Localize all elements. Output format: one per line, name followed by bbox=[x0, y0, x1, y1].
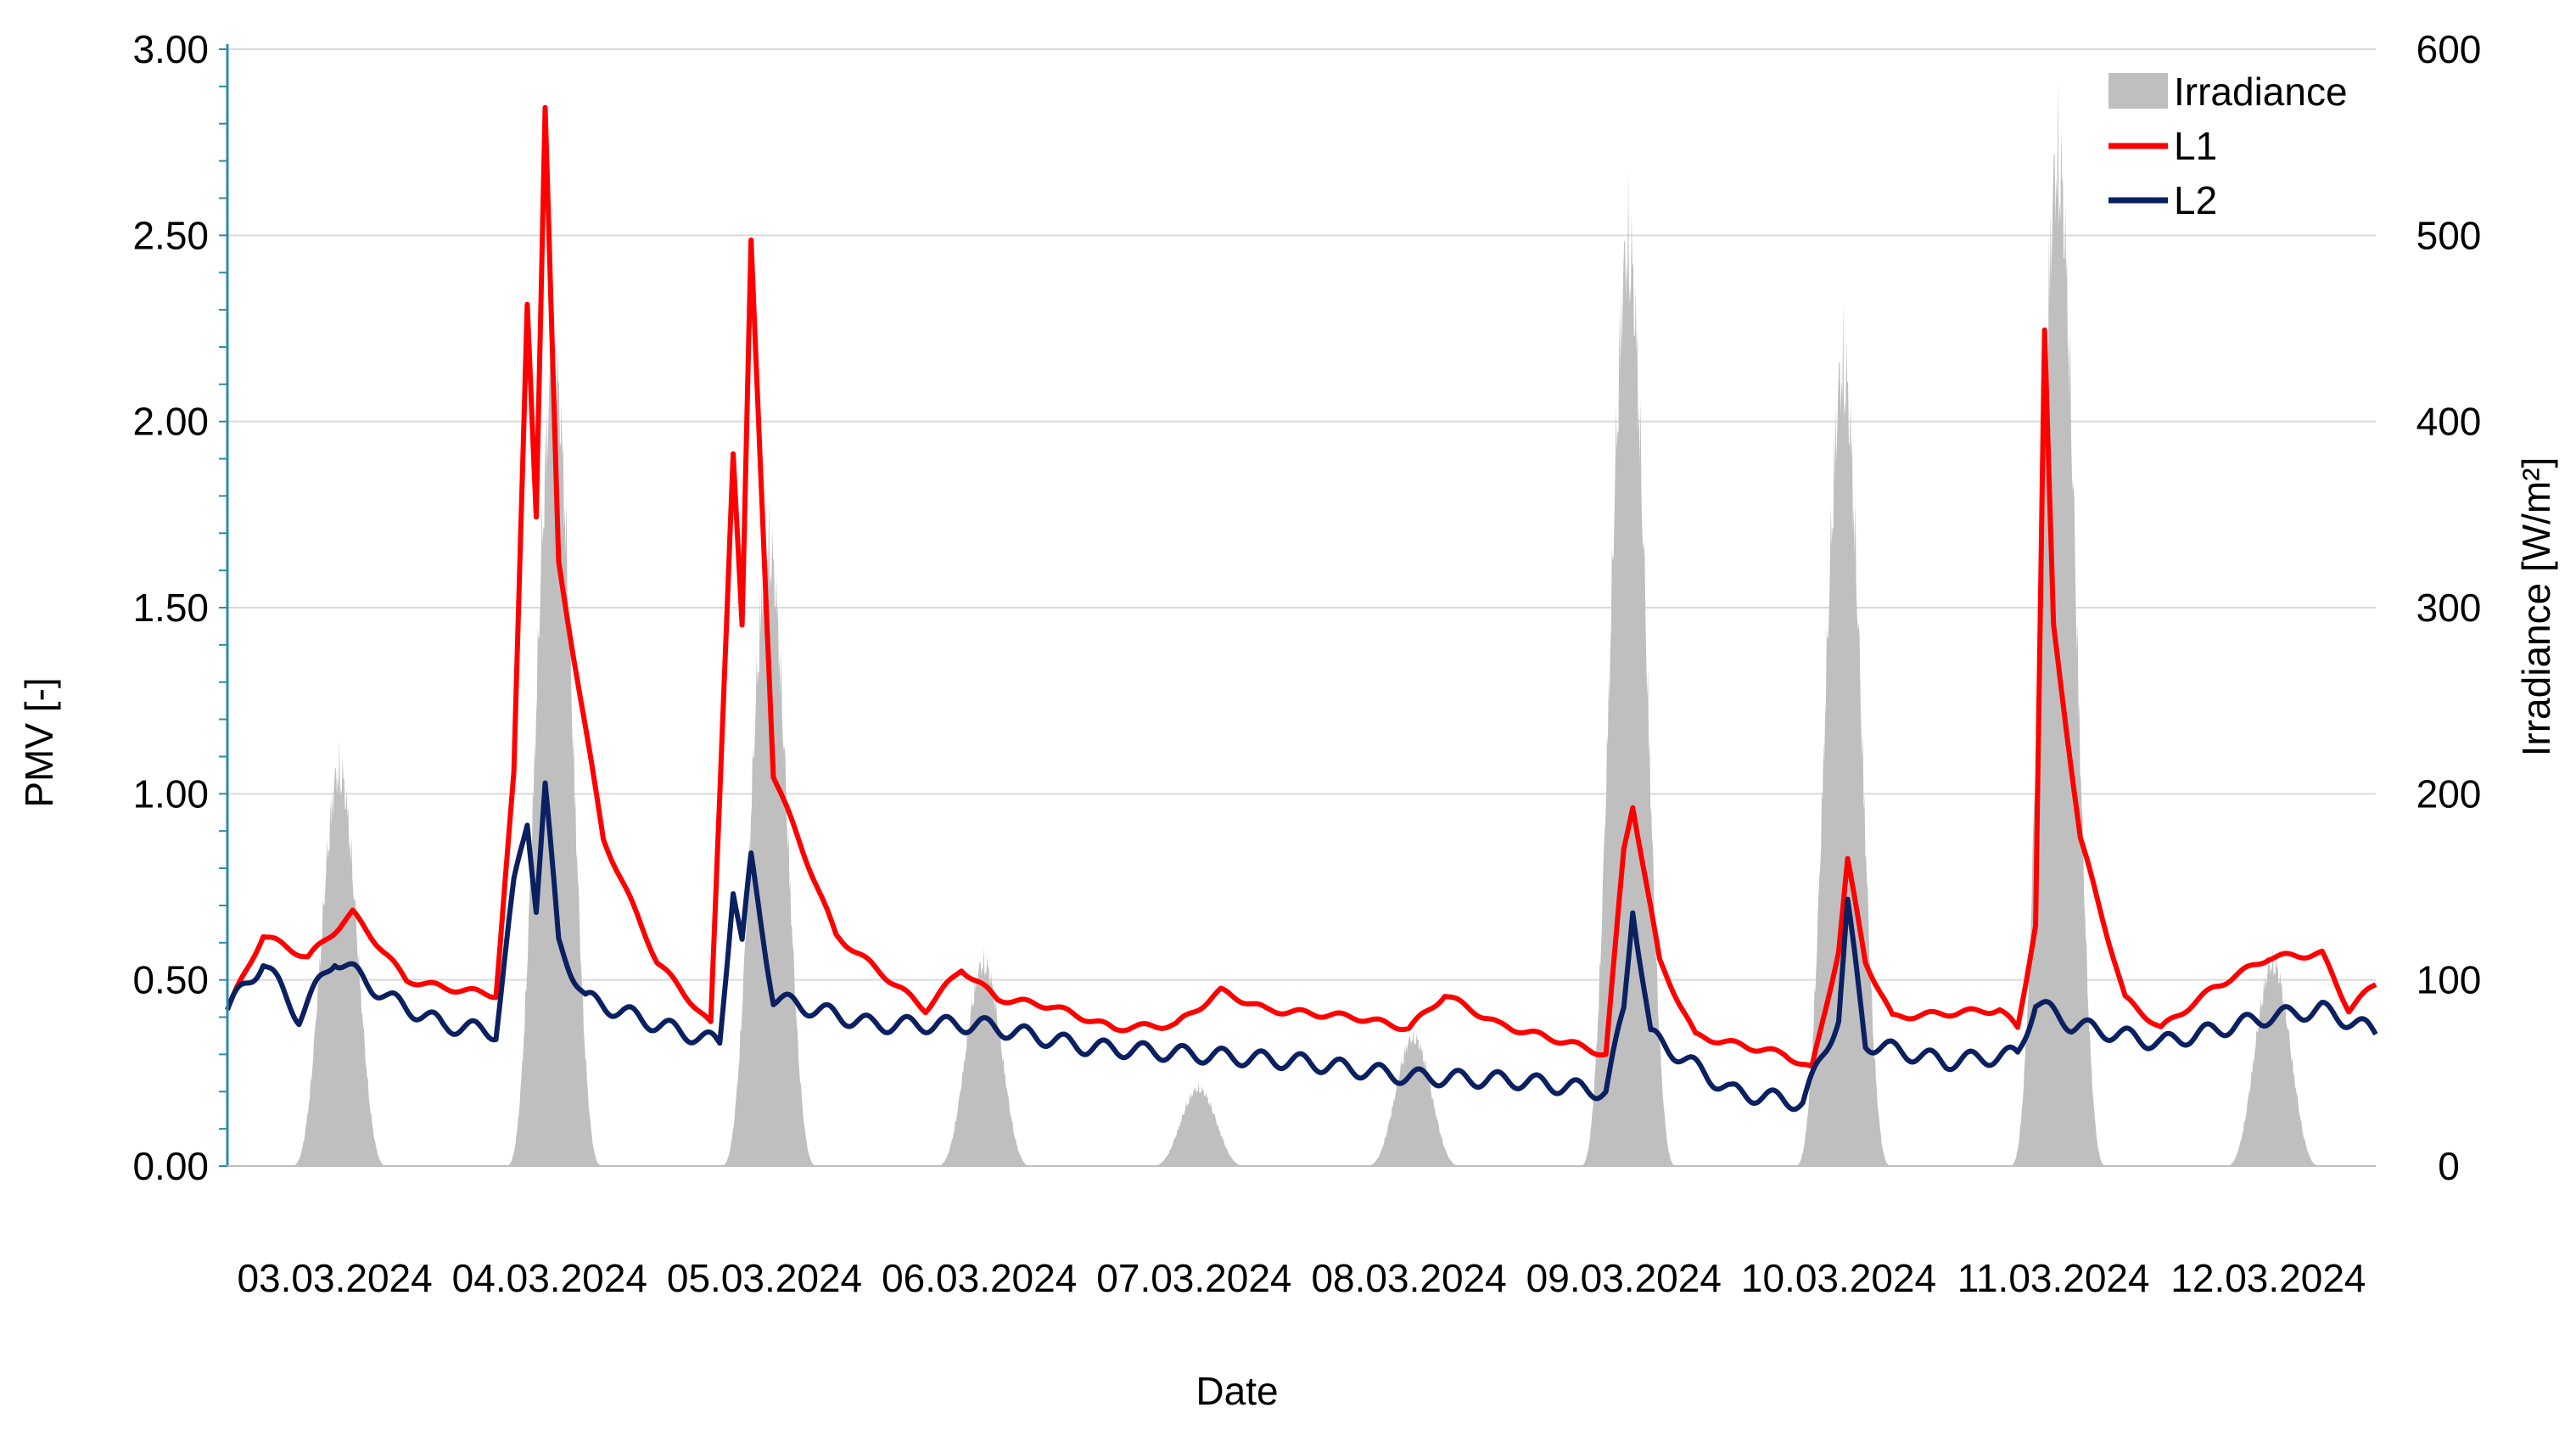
legend-label-l1: L1 bbox=[2174, 124, 2217, 168]
series-line-l1 bbox=[225, 104, 2377, 1069]
x-tick-label: 08.03.2024 bbox=[1311, 1256, 1506, 1300]
irradiance-area-layer bbox=[289, 78, 2322, 1167]
x-tick-label: 10.03.2024 bbox=[1741, 1256, 1936, 1300]
x-tick-label: 11.03.2024 bbox=[1957, 1256, 2150, 1300]
y-right-tick-label: 0 bbox=[2438, 1144, 2460, 1188]
x-tick-label: 03.03.2024 bbox=[237, 1256, 432, 1300]
y-right-tick-label: 300 bbox=[2416, 586, 2482, 630]
y-left-tick-label: 3.00 bbox=[132, 27, 209, 71]
irradiance-area-2024-03-11 bbox=[2008, 78, 2108, 1167]
y-right-tick-label: 400 bbox=[2416, 400, 2482, 444]
y-right-tick-label: 600 bbox=[2416, 27, 2482, 71]
axis-labels: 0.00 0.50 1.00 1.50 2.00 2.50 3.00 0 100 200 300 40… bbox=[132, 27, 2481, 1300]
irradiance-area-2024-03-05 bbox=[720, 496, 819, 1166]
y-right-tick-label: 200 bbox=[2416, 771, 2482, 816]
irradiance-area-2024-03-09 bbox=[1579, 171, 1678, 1167]
x-axis-title: Date bbox=[1196, 1369, 1278, 1413]
x-tick-label: 09.03.2024 bbox=[1526, 1256, 1722, 1300]
irradiance-area-2024-03-10 bbox=[1794, 301, 1893, 1167]
legend-swatch-irradiance bbox=[2108, 73, 2168, 109]
pmv-lines-layer bbox=[225, 104, 2378, 1113]
y-right-tick-label: 500 bbox=[2416, 213, 2482, 257]
x-tick-label: 05.03.2024 bbox=[667, 1256, 862, 1300]
x-tick-label: 12.03.2024 bbox=[2170, 1256, 2366, 1300]
y-right-tick-label: 100 bbox=[2416, 958, 2482, 1002]
y-left-tick-label: 1.00 bbox=[132, 771, 209, 816]
x-tick-label: 06.03.2024 bbox=[882, 1256, 1077, 1300]
axes bbox=[219, 44, 2376, 1167]
irradiance-area-2024-03-12 bbox=[2223, 946, 2322, 1166]
legend-label-l2: L2 bbox=[2174, 178, 2217, 222]
irradiance-area-2024-03-04 bbox=[505, 301, 604, 1167]
irradiance-area-2024-03-06 bbox=[934, 946, 1033, 1166]
y-axis-left-title: PMV [-] bbox=[17, 677, 61, 807]
irradiance-area-2024-03-03 bbox=[289, 738, 389, 1166]
y-left-tick-label: 2.00 bbox=[132, 400, 209, 444]
irradiance-area-2024-03-07 bbox=[1149, 1082, 1248, 1166]
x-tick-label: 04.03.2024 bbox=[452, 1256, 647, 1300]
gridlines bbox=[227, 48, 2376, 981]
y-left-tick-label: 0.00 bbox=[132, 1144, 209, 1188]
y-left-tick-label: 0.50 bbox=[132, 958, 209, 1002]
legend: Irradiance L1 L2 bbox=[2108, 70, 2348, 222]
series-line-l2 bbox=[225, 780, 2378, 1113]
x-tick-label: 07.03.2024 bbox=[1096, 1256, 1291, 1300]
y-left-tick-label: 1.50 bbox=[132, 586, 209, 630]
legend-label-irradiance: Irradiance bbox=[2174, 70, 2348, 114]
y-left-tick-label: 2.50 bbox=[132, 213, 209, 257]
irradiance-area-2024-03-08 bbox=[1364, 1026, 1463, 1166]
y-axis-right-title: Irradiance [W/m²] bbox=[2514, 457, 2558, 757]
